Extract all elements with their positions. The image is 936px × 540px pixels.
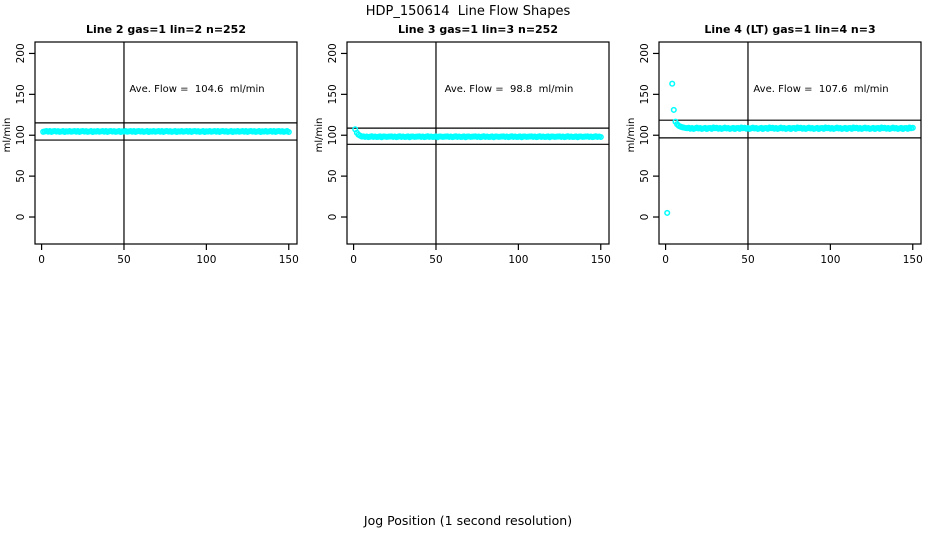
figure-title: HDP_150614 Line Flow Shapes	[365, 4, 571, 19]
ave-flow-annotation: Ave. Flow = 104.6 ml/min	[129, 84, 265, 95]
plot-box	[658, 41, 922, 245]
x-tick-label: 150	[279, 254, 299, 266]
y-tick-label: 100	[327, 125, 339, 145]
x-tick-label: 100	[508, 254, 528, 266]
ave-flow-annotation: Ave. Flow = 98.8 ml/min	[444, 84, 574, 95]
data-points	[352, 126, 604, 141]
y-tick-label: 0	[15, 214, 27, 221]
y-tick-label: 50	[15, 169, 27, 182]
x-tick-label: 0	[350, 254, 357, 266]
y-tick-label: 150	[639, 84, 651, 104]
y-axis-label: ml/min	[626, 117, 637, 153]
plot-box	[346, 41, 610, 245]
panel-title: Line 2 gas=1 lin=2 n=252	[85, 23, 246, 36]
x-tick-label: 150	[591, 254, 611, 266]
y-tick-label: 150	[15, 84, 27, 104]
plot-area-line-2: 0 50 100 150 0 50 100 150 200	[15, 41, 299, 266]
panel-title: Line 3 gas=1 lin=3 n=252	[397, 23, 558, 36]
plot-area-line-4: 0 50 100 150 0 50 100 150 200	[639, 41, 923, 266]
data-points	[664, 80, 916, 216]
ave-flow-annotation: Ave. Flow = 107.6 ml/min	[753, 84, 889, 95]
x-axis-label-bottom: Jog Position (1 second resolution)	[363, 513, 573, 528]
data-point	[669, 80, 676, 87]
y-tick-label: 50	[327, 169, 339, 182]
x-tick-label: 100	[196, 254, 216, 266]
panel-line-3: 0 50 100 150 0 50 100 150 200 Line 3 gas=1 lin=3…	[312, 0, 624, 280]
y-tick-label: 100	[639, 125, 651, 145]
x-tick-label: 100	[820, 254, 840, 266]
x-tick-label: 0	[38, 254, 45, 266]
y-tick-label: 200	[639, 43, 651, 63]
data-point	[285, 128, 292, 136]
y-tick-label: 200	[15, 43, 27, 63]
y-tick-label: 200	[327, 43, 339, 63]
y-axis-label: ml/min	[2, 117, 13, 153]
x-tick-label: 150	[903, 254, 923, 266]
plot-area-line-3: 0 50 100 150 0 50 100 150 200	[327, 41, 611, 266]
y-tick-label: 0	[639, 214, 651, 221]
panel-line-4: 0 50 100 150 0 50 100 150 200 Line 4 (LT) gas=1 …	[624, 0, 936, 280]
y-axis-label: ml/min	[314, 117, 325, 153]
data-point	[909, 124, 916, 131]
x-tick-label: 50	[741, 254, 754, 266]
panel-title: Line 4 (LT) gas=1 lin=4 n=3	[704, 23, 876, 36]
x-tick-label: 50	[429, 254, 442, 266]
y-tick-label: 0	[327, 214, 339, 221]
y-tick-label: 150	[327, 84, 339, 104]
data-points	[40, 127, 292, 136]
data-point	[670, 106, 677, 113]
panel-line-2: 0 50 100 150 0 50 100 150 200 Line 2 gas=1 lin=2…	[0, 0, 312, 280]
plot-box	[34, 41, 298, 245]
data-point	[664, 209, 671, 216]
y-tick-label: 50	[639, 169, 651, 182]
x-tick-label: 0	[662, 254, 669, 266]
data-point	[597, 133, 604, 141]
x-tick-label: 50	[117, 254, 130, 266]
y-tick-label: 100	[15, 125, 27, 145]
